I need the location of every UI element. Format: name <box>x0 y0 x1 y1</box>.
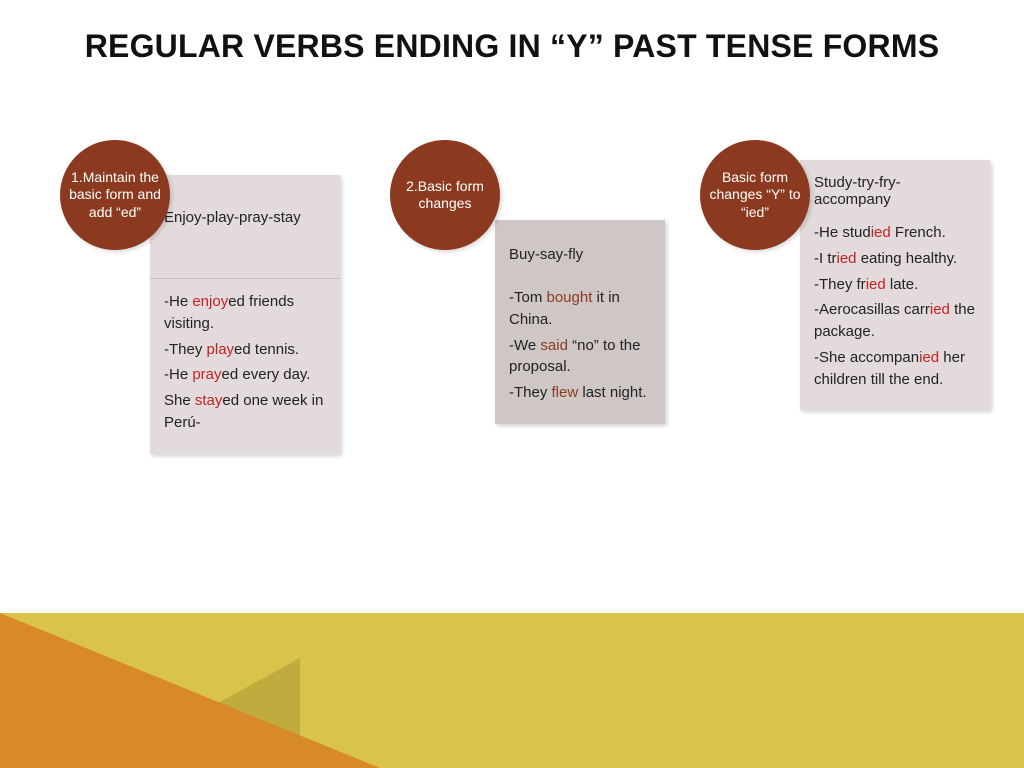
rule-2-examples: -Tom bought it in China.-We said “no” to… <box>509 287 651 404</box>
rule-circle-3-text: Basic form changes “Y” to “ied” <box>706 169 804 222</box>
footer-graphic <box>0 613 1024 768</box>
rule-circle-3: Basic form changes “Y” to “ied” <box>700 140 810 250</box>
rule-3-examples: -He studied French.-I tried eating healt… <box>814 222 976 390</box>
rule-3-verbs: Study-try-fry-accompany <box>814 174 976 208</box>
rule-1-verbs: Enjoy-play-pray-stay <box>164 209 326 226</box>
rule-card-2: Buy-say-fly -Tom bought it in China.-We … <box>495 220 665 424</box>
divider <box>150 278 340 279</box>
rule-circle-2-text: 2.Basic form changes <box>396 178 494 213</box>
rule-2-verbs: Buy-say-fly <box>509 246 651 263</box>
footer-orange-triangle <box>0 613 380 768</box>
page-title: REGULAR VERBS ENDING IN “Y” PAST TENSE F… <box>0 0 1024 65</box>
rule-circle-1: 1.Maintain the basic form and add “ed” <box>60 140 170 250</box>
rule-card-1: Enjoy-play-pray-stay -He enjoyed friends… <box>150 175 340 454</box>
rule-1-examples: -He enjoyed friends visiting.-They playe… <box>164 291 326 434</box>
rule-circle-2: 2.Basic form changes <box>390 140 500 250</box>
rule-card-3: Study-try-fry-accompany -He studied Fren… <box>800 160 990 410</box>
cards-region: 1.Maintain the basic form and add “ed” E… <box>0 140 1024 620</box>
rule-circle-1-text: 1.Maintain the basic form and add “ed” <box>66 169 164 222</box>
